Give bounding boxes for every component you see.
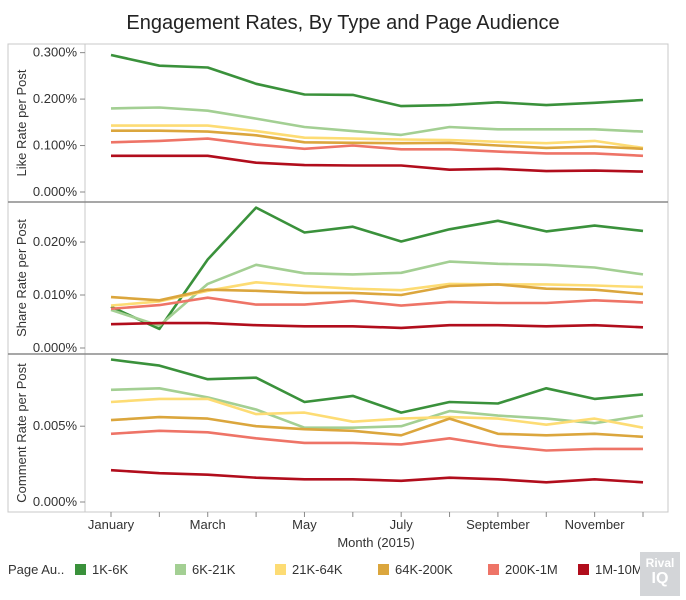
- series-line-1k-6k: [110, 358, 644, 414]
- y-tick-label: 0.000%: [33, 494, 78, 509]
- rival-iq-logo: Rival IQ: [640, 552, 680, 596]
- legend-label: 21K-64K: [292, 562, 343, 577]
- x-tick-label: July: [390, 517, 414, 532]
- y-tick-label: 0.300%: [33, 45, 78, 60]
- legend-swatch: [275, 564, 286, 575]
- legend-item-21k-64k[interactable]: 21K-64K: [275, 562, 343, 577]
- legend-item-1m-10m[interactable]: 1M-10M: [578, 562, 643, 577]
- x-tick-label: November: [565, 517, 626, 532]
- legend-item-1k-6k[interactable]: 1K-6K: [75, 562, 128, 577]
- chart-title: Engagement Rates, By Type and Page Audie…: [126, 12, 560, 34]
- y-tick-label: 0.005%: [33, 418, 78, 433]
- logo-text-iq: IQ: [651, 570, 669, 587]
- legend-label: 64K-200K: [395, 562, 453, 577]
- legend-item-6k-21k[interactable]: 6K-21K: [175, 562, 235, 577]
- legend: Page Au.. 1K-6K 6K-21K 21K-64K 64K-200K 200K…: [0, 556, 686, 586]
- series-line-6k-21k: [110, 106, 644, 137]
- x-tick-label: September: [466, 517, 530, 532]
- series-line-200k-1m: [110, 137, 644, 158]
- y-axis-label: Comment Rate per Post: [14, 363, 29, 503]
- y-axis-label: Share Rate per Post: [14, 219, 29, 337]
- panel-1-plot-area: [84, 43, 669, 203]
- series-line-64k-200k: [111, 129, 644, 151]
- panel-2-plot-area: [84, 201, 669, 355]
- legend-label: 1K-6K: [92, 562, 129, 577]
- x-tick-label: March: [190, 517, 226, 532]
- legend-label: 1M-10M: [595, 562, 643, 577]
- line-chart: 0.000% 0.100% 0.200% 0.300% Like Rate per Po…: [7, 43, 669, 550]
- legend-swatch: [578, 564, 589, 575]
- y-tick-label: 0.200%: [33, 91, 78, 106]
- y-axis-label: Like Rate per Post: [14, 69, 29, 176]
- series-line-200k-1m: [110, 296, 644, 311]
- series-line-21k-64k: [111, 124, 644, 150]
- series-line-1m-10m: [110, 321, 644, 330]
- legend-swatch: [488, 564, 499, 575]
- y-tick-label: 0.100%: [33, 138, 78, 153]
- y-tick-label: 0.010%: [33, 287, 78, 302]
- legend-item-64k-200k[interactable]: 64K-200K: [378, 562, 453, 577]
- y-tick-label: 0.000%: [33, 340, 78, 355]
- series-line-1k-6k: [110, 206, 644, 331]
- x-tick-label: January: [88, 517, 135, 532]
- series-line-1m-10m: [110, 468, 644, 484]
- legend-swatch: [75, 564, 86, 575]
- series-line-21k-64k: [110, 397, 644, 429]
- y-tick-label: 0.000%: [33, 184, 78, 199]
- x-axis-label: Month (2015): [337, 535, 414, 550]
- y-tick-label: 0.020%: [33, 234, 78, 249]
- series-line-64k-200k: [110, 415, 644, 439]
- legend-swatch: [175, 564, 186, 575]
- legend-swatch: [378, 564, 389, 575]
- legend-item-200k-1m[interactable]: 200K-1M: [488, 562, 558, 577]
- legend-title: Page Au..: [8, 562, 65, 577]
- logo-text-rival: Rival: [645, 556, 675, 570]
- series-line-1k-6k: [110, 53, 644, 108]
- series-line-200k-1m: [110, 429, 643, 452]
- x-tick-label: May: [292, 517, 317, 532]
- legend-label: 200K-1M: [505, 562, 558, 577]
- legend-label: 6K-21K: [192, 562, 236, 577]
- series-line-1m-10m: [111, 154, 644, 173]
- series-line-64k-200k: [110, 283, 644, 302]
- series-line-6k-21k: [110, 386, 644, 430]
